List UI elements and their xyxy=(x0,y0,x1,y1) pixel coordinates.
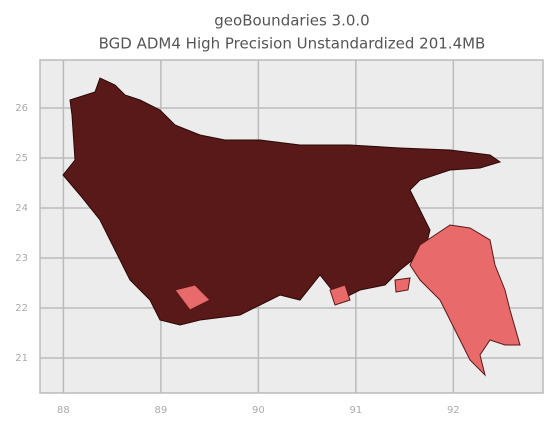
y-tick-label: 26 xyxy=(15,103,28,114)
x-tick-label: 91 xyxy=(349,405,362,416)
plot-frame xyxy=(39,59,544,394)
chart-title: geoBoundaries 3.0.0 xyxy=(214,12,369,30)
x-tick-label: 90 xyxy=(252,405,265,416)
y-tick-label: 25 xyxy=(15,153,28,164)
x-tick-label: 88 xyxy=(57,405,70,416)
y-tick-label: 21 xyxy=(15,353,28,364)
map-shapes xyxy=(62,77,521,377)
x-tick-label: 92 xyxy=(447,405,460,416)
y-tick-label: 24 xyxy=(15,203,28,214)
coast-islands xyxy=(174,277,411,311)
x-tick-label: 89 xyxy=(155,405,168,416)
y-tick-label: 22 xyxy=(15,303,28,314)
country-west xyxy=(62,77,502,326)
country-east xyxy=(409,224,521,377)
y-tick-label: 23 xyxy=(15,253,28,264)
chart-subtitle: BGD ADM4 High Precision Unstandardized 2… xyxy=(99,35,486,53)
